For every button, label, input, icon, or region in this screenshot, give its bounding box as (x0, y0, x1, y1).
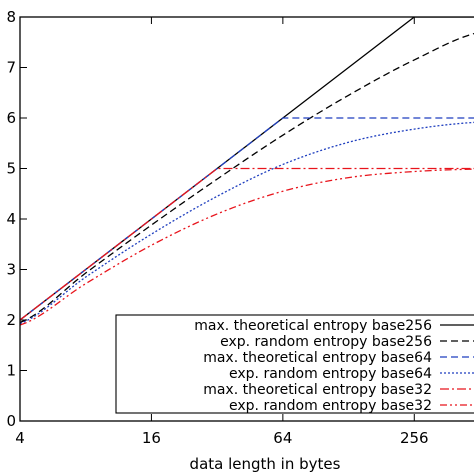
legend-label: max. theoretical entropy base32 (203, 382, 432, 398)
x-tick-label: 64 (273, 429, 292, 447)
y-tick-label: 0 (6, 412, 16, 430)
y-tick-label: 4 (6, 210, 16, 228)
x-tick-label: 256 (400, 429, 429, 447)
y-tick-label: 7 (6, 59, 16, 77)
legend-label: exp. random entropy base32 (229, 398, 432, 414)
legend-label: max. theoretical entropy base64 (203, 350, 432, 366)
legend-box (115, 314, 474, 414)
x-tick-label: 4 (15, 429, 25, 447)
series-line-4 (20, 167, 474, 321)
series-line-1 (20, 32, 474, 324)
y-tick-label: 1 (6, 362, 16, 380)
legend-label: max. theoretical entropy base256 (194, 318, 432, 334)
legend-label: exp. random entropy base256 (220, 334, 432, 350)
series-line-3 (20, 121, 474, 325)
y-tick-label: 2 (6, 311, 16, 329)
legend-label: exp. random entropy base64 (229, 366, 432, 382)
plot-frame (19, 16, 474, 422)
series-line-2 (20, 117, 474, 321)
series-line-5 (20, 168, 474, 326)
y-tick-label: 6 (6, 109, 16, 127)
x-axis-title: data length in bytes (190, 455, 341, 473)
y-tick-label: 8 (6, 8, 16, 26)
y-tick-label: 5 (6, 160, 16, 178)
series-lines (20, 17, 474, 326)
y-tick-label: 3 (6, 261, 16, 279)
x-tick-label: 16 (142, 429, 161, 447)
